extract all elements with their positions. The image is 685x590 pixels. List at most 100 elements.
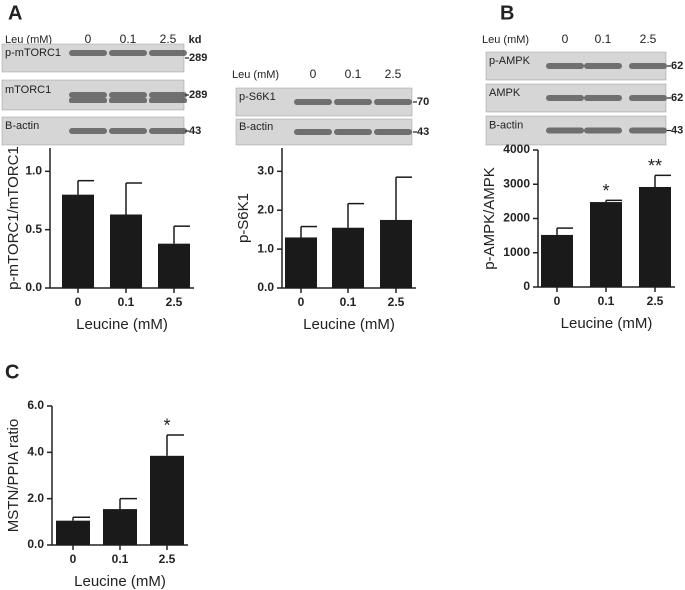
kd-label: 43 (417, 126, 429, 138)
blot-band (109, 92, 147, 98)
blot-band (629, 127, 667, 134)
blot-band (584, 63, 622, 69)
y-tick-label: 0.0 (27, 537, 44, 551)
lane-label: 0 (310, 67, 317, 81)
blot-band (149, 92, 187, 98)
blot-band (584, 127, 622, 134)
x-tick-label: 2.5 (388, 295, 405, 309)
x-tick-label: 0 (298, 295, 305, 309)
blot-band (546, 63, 584, 69)
y-tick-label: 1000 (503, 245, 530, 259)
y-tick-label: 0.0 (25, 280, 42, 294)
y-tick-label: 4000 (503, 142, 530, 156)
bar (110, 214, 142, 288)
kd-label: 62 (671, 60, 683, 72)
y-tick-label: 4.0 (27, 445, 44, 459)
blot-band (374, 129, 412, 135)
blot-header: Leu (mM) (482, 34, 529, 46)
kd-label: 62 (671, 92, 683, 104)
bar (380, 219, 412, 288)
lane-label: 0 (85, 32, 92, 46)
bar (590, 202, 622, 287)
blot-band (334, 129, 372, 135)
x-tick-label: 0 (75, 295, 82, 309)
blot-band (109, 98, 147, 103)
blot-band (69, 98, 107, 103)
blot-row-label: p-AMPK (489, 55, 531, 67)
blot-band (334, 99, 372, 105)
unit-label: kd (189, 34, 202, 46)
y-axis-label: MSTN/PPIA ratio (5, 419, 22, 532)
blot-band (149, 98, 187, 103)
x-tick-label: 2.5 (647, 294, 664, 308)
blot-row-label: p-S6K1 (239, 91, 276, 103)
y-tick-label: 1.0 (25, 164, 42, 178)
y-tick-label: 0.5 (25, 222, 42, 236)
y-tick-label: 2.0 (27, 491, 44, 505)
x-tick-label: 0 (70, 552, 77, 566)
y-tick-label: 2.0 (257, 202, 274, 216)
blot-band (69, 50, 107, 56)
x-tick-label: 2.5 (166, 295, 183, 309)
y-axis-label: p-AMPK/AMPK (481, 167, 498, 270)
blot-row-label: AMPK (489, 87, 521, 99)
lane-label: 2.5 (160, 32, 177, 46)
blot-row-label: B-actin (239, 121, 273, 133)
x-tick-label: 2.5 (159, 552, 176, 566)
x-tick-label: 0 (554, 294, 561, 308)
y-tick-label: 3000 (503, 176, 530, 190)
lane-label: 2.5 (385, 67, 402, 81)
kd-label: 289 (189, 52, 207, 64)
x-tick-label: 0.1 (112, 552, 129, 566)
significance: ** (648, 156, 662, 176)
bar (541, 234, 573, 287)
blot-band (629, 63, 667, 69)
blot-band (69, 92, 107, 98)
y-axis-label: p-S6K1 (235, 193, 252, 243)
kd-label: 43 (671, 124, 683, 136)
blot-strip (1, 43, 185, 73)
lane-label: 0 (562, 32, 569, 46)
bar (639, 186, 671, 287)
y-tick-label: 2000 (503, 211, 530, 225)
blot-row-label: p-mTORC1 (5, 47, 61, 59)
y-tick-label: 0.0 (257, 280, 274, 294)
x-tick-label: 0.1 (340, 295, 357, 309)
bar (285, 237, 317, 288)
bar (158, 243, 190, 288)
y-tick-label: 6.0 (27, 398, 44, 412)
kd-label: 43 (189, 125, 201, 137)
blot-header: Leu (mM) (232, 69, 279, 81)
blot-band (69, 128, 107, 134)
lane-label: 0.1 (120, 32, 137, 46)
blot-band (546, 127, 584, 134)
blot-band (149, 128, 187, 134)
y-tick-label: 0 (523, 279, 530, 293)
x-axis-label: Leucine (mM) (303, 316, 395, 333)
kd-label: 289 (189, 89, 207, 101)
lane-label: 0.1 (595, 32, 612, 46)
y-tick-label: 3.0 (257, 164, 274, 178)
blot-band (109, 128, 147, 134)
blot-band (546, 95, 584, 101)
x-axis-label: Leucine (mM) (74, 573, 166, 590)
x-tick-label: 0.1 (598, 294, 615, 308)
lane-label: 0.1 (345, 67, 362, 81)
panel-label: C (5, 361, 19, 383)
panel-label: A (8, 2, 22, 24)
y-tick-label: 1.0 (257, 241, 274, 255)
y-axis-label: p-mTORC1/mTORC1 (5, 146, 22, 290)
significance: * (602, 181, 609, 201)
lane-label: 2.5 (640, 32, 657, 46)
blot-row-label: mTORC1 (5, 84, 51, 96)
bar (150, 455, 184, 545)
x-axis-label: Leucine (mM) (561, 315, 653, 332)
blot-band (584, 95, 622, 101)
x-tick-label: 0.1 (118, 295, 135, 309)
x-axis-label: Leucine (mM) (76, 316, 168, 333)
blot-band (374, 99, 412, 105)
bar (56, 520, 90, 545)
blot-row-label: B-actin (489, 119, 523, 131)
bar (62, 194, 94, 288)
